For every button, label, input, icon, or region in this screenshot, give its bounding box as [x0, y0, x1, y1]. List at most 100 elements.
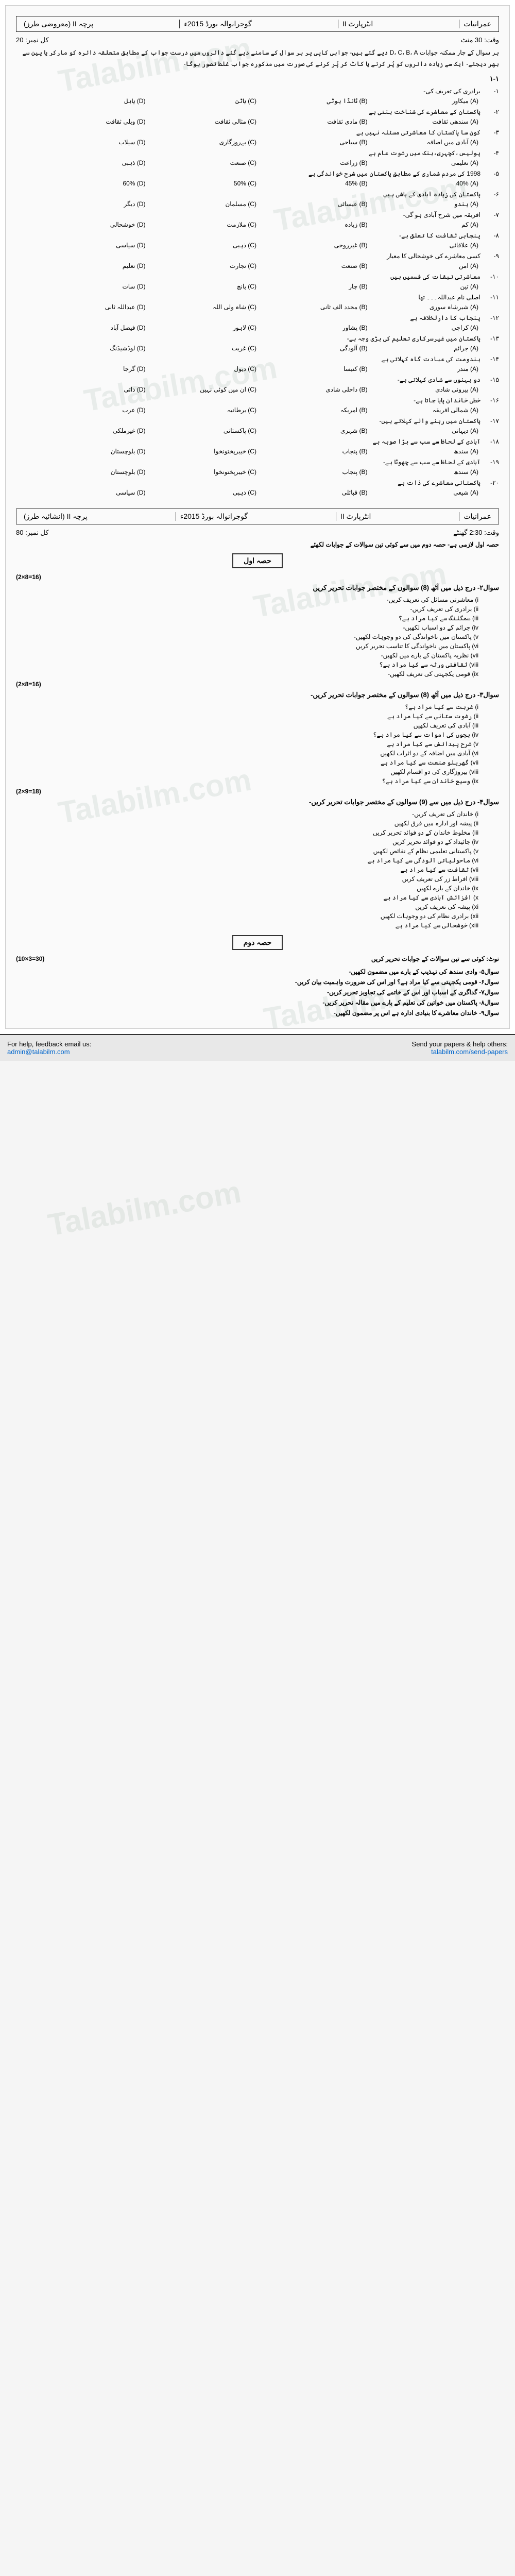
q4-heading: سوال۴- درج ذیل میں سے (9) سوالوں کے مختص… [16, 798, 499, 806]
mcq-options: (A) شیرشاہ سوری(B) مجدد الف ثانی(C) شاہ … [16, 302, 499, 313]
sub-question: iii) مخلوط خاندان کے دو فوائد تحریر کریں [16, 828, 499, 837]
instructions-text: ہر سوال کے چار ممکنہ جوابات D، C، B، A د… [16, 47, 499, 70]
mcq-options: (A) سندھ(B) پنجاب(C) خیبرپختونخوا(D) بلو… [16, 467, 499, 478]
mcq-options: (A) میکاور(B) ٹانڈا ہوٹی(C) ہاٹن(D) ہابل [16, 96, 499, 107]
mcq-number: ۱۷- [480, 417, 499, 425]
sub-question: ii) برادری کی تعریف کریں- [16, 604, 499, 614]
mcq-row: ۱۷-پاکستان میں رہنے والے کہلاتے ہیں- [16, 416, 499, 426]
long-marks: (10×3=30) [16, 955, 44, 962]
mcq-option: (A) امن [367, 262, 478, 269]
footer-link[interactable]: talabilm.com/send-papers [431, 1048, 508, 1056]
mcq-option: (A) علاقائی [367, 242, 478, 249]
mcq-options: (A) کم(B) زیادہ(C) ملازمت(D) خوشحالی [16, 220, 499, 230]
mcq-stem: پنجابی ثقافت کا تعلق ہے- [16, 232, 480, 239]
mcq-options: (A) دیہاتی(B) شہری(C) پاکستانی(D) غیرملک… [16, 426, 499, 436]
sub-question: vii) گھریلو صنعت سے کیا مراد ہے [16, 758, 499, 767]
mcq-options: (A) جرائم(B) آلودگی(C) غربت(D) لوڈشیڈنگ [16, 344, 499, 354]
marks-label: کل نمبر: 20 [16, 36, 49, 44]
mcq-option: (C) خیبرپختونخوا [145, 468, 256, 476]
paper2-header-row: عمرانیات انٹرپارٹ II گوجرانوالہ بورڈ 201… [16, 509, 499, 524]
mcq-option: (A) شیعی [367, 489, 478, 496]
mcq-option: (A) بیرونی شادی [367, 386, 478, 393]
mcq-option: (C) برطانیہ [145, 406, 256, 414]
mcq-option: (D) عبداللہ ثانی [35, 303, 146, 311]
mcq-option: (A) سندھی ثقافت [367, 118, 478, 125]
mcq-row: ۱۳-پاکستان میں غیرسرکاری تعلیم کی بڑی وج… [16, 333, 499, 344]
mcq-options: (A) 40%(B) 45%(C) 50%(D) 60% [16, 179, 499, 189]
mcq-option: (D) سات [35, 283, 146, 290]
mcq-number: ۵- [480, 170, 499, 177]
section2-note: نوٹ: کوئی سے تین سوالات کے جوابات تحریر … [16, 955, 499, 962]
mcq-options: (A) علاقائی(B) غیرروحی(C) ذہبی(D) سیاسی [16, 241, 499, 251]
mcq-stem: پولیس،کچہری،بنک میں رشوت عام ہے [16, 149, 480, 157]
mcq-row: ۱۹-آبادی کے لحاظ سے سب سے چھوٹا ہے- [16, 457, 499, 467]
mcq-option: (C) بےروزگاری [145, 139, 256, 146]
sub-question: ii) پیشہ اور ادارہ میں فرق لکھیں [16, 819, 499, 828]
mcq-option: (A) شمالی افریقہ [367, 406, 478, 414]
mcq-option: (C) پانچ [145, 283, 256, 290]
mcq-option: (B) قبائلی [256, 489, 368, 496]
footer-right: Send your papers & help others: talabilm… [412, 1040, 508, 1056]
mcq-stem: پاکستان میں رہنے والے کہلاتے ہیں- [16, 417, 480, 425]
class-cell: انٹرپارٹ II [336, 512, 375, 521]
paper1-header-row: عمرانیات انٹرپارٹ II گوجرانوالہ بورڈ 201… [16, 16, 499, 32]
mcq-stem: کسی معاشرے کی خوشحالی کا معیار [16, 252, 480, 260]
mcq-option: (B) عیسائی [256, 200, 368, 208]
sub-question: iv) جرائم کے دو اسباب لکھیں- [16, 623, 499, 632]
mcq-options: (A) تین(B) چار(C) پانچ(D) سات [16, 282, 499, 292]
sub-question: v) شرح پیدائش سے کیا مراد ہے [16, 739, 499, 749]
sub-question: iv) بچوں کی اموات سے کیا مراد ہے؟ [16, 730, 499, 739]
mcq-option: (A) سندھ [367, 468, 478, 476]
mcq-stem: پنجاب کا دارلخلافہ ہے [16, 314, 480, 321]
mcq-row: ۶-پاکستان کی زیادہ آبادی کے باشی ہیں [16, 189, 499, 199]
mcq-option: (D) ہابل [35, 97, 146, 105]
mcq-options: (A) تعلیمی(B) زراعت(C) صنعت(D) ذہبی [16, 158, 499, 168]
mcq-option: (A) کم [367, 221, 478, 228]
sub-question: xi) پیشہ کی تعریف کریں [16, 902, 499, 911]
sub-question: vi) ماحولیاتی آلودگی سے کیا مراد ہے [16, 856, 499, 865]
mcq-number: ۱۴- [480, 355, 499, 363]
mcq-option: (D) فیصل آباد [35, 324, 146, 331]
mcq-number: ۱۲- [480, 314, 499, 321]
sub-question: x) افزائش آبادی سے کیا مراد ہے [16, 893, 499, 902]
mcq-stem: دو بہنوں سے شادی کہلاتی ہے- [16, 376, 480, 383]
mcq-row: ۲۰-پاکستانی معاشرے کی ذات ہے [16, 478, 499, 488]
mcq-number: ۹- [480, 252, 499, 260]
mcq-option: (B) پشاور [256, 324, 368, 331]
mcq-option: (B) غیرروحی [256, 242, 368, 249]
mcq-number: ۷- [480, 211, 499, 218]
footer-email-link[interactable]: admin@talabilm.com [7, 1048, 70, 1056]
mcq-stem: آبادی کے لحاظ سے سب سے چھوٹا ہے- [16, 459, 480, 466]
long-question: سوال۹- خاندان معاشرے کا بنیادی ادارہ ہے … [16, 1008, 499, 1018]
mcq-stem: پاکستان کے معاشرے کی شناخت بنتی ہے [16, 108, 480, 115]
q3-heading: سوال۳- درج ذیل میں آٹھ (8) سوالوں کے مخت… [16, 691, 499, 699]
mcq-row: ۱۶-خطی خاندان پایا جاتا ہے- [16, 395, 499, 405]
sub-question: v) پاکستان میں ناخواندگی کی دو وجوہات لک… [16, 632, 499, 641]
mcq-row: ۴-پولیس،کچہری،بنک میں رشوت عام ہے [16, 148, 499, 158]
mcq-option: (B) مادی ثقافت [256, 118, 368, 125]
section-1-heading: حصہ اول [232, 553, 283, 568]
sub-question: iii) آبادی کی تعریف لکھیں [16, 721, 499, 730]
mcq-options: (A) مندر(B) کنیسا(C) دیول(D) گرجا [16, 364, 499, 375]
mcq-number: ۱۱- [480, 294, 499, 301]
footer-suffix: Send your papers & help others: [412, 1040, 508, 1048]
sub-question: viii) افراط زر کی تعریف کریں [16, 874, 499, 884]
mcq-option: (C) خیبرپختونخوا [145, 448, 256, 455]
mcq-stem: 1998 کی مردم شماری کے مطابق پاکستان میں … [16, 170, 480, 177]
subject-cell: عمرانیات [459, 20, 495, 28]
mcq-option: (D) عرب [35, 406, 146, 414]
sub-question: ix) قومی یکجہتی کی تعریف لکھیں- [16, 669, 499, 679]
sub-question: vi) آبادی میں اضافہ کے دو اثرات لکھیں [16, 749, 499, 758]
mcq-option: (C) تجارت [145, 262, 256, 269]
sub-question: viii) ثقافتی ورثہ سے کیا مراد ہے؟ [16, 660, 499, 669]
mcq-option: (B) سیاحی [256, 139, 368, 146]
mcq-row: ۲-پاکستان کے معاشرے کی شناخت بنتی ہے [16, 107, 499, 117]
sub-question: i) غربت سے کیا مراد ہے؟ [16, 702, 499, 711]
sub-question: ix) خاندان کے بارے لکھیں [16, 884, 499, 893]
paper-type-cell: پرچہ II (معروضی طرز) [20, 20, 97, 28]
sub-question: vii) نظریہ پاکستان کے بارے میں لکھیں- [16, 651, 499, 660]
mcq-option: (D) ذہبی [35, 159, 146, 166]
mcq-row: ۱-برادری کی تعریف کی- [16, 86, 499, 96]
mcq-option: (B) پنجاب [256, 468, 368, 476]
mcq-options: (A) شیعی(B) قبائلی(C) ذہبی(D) سیاسی [16, 488, 499, 498]
